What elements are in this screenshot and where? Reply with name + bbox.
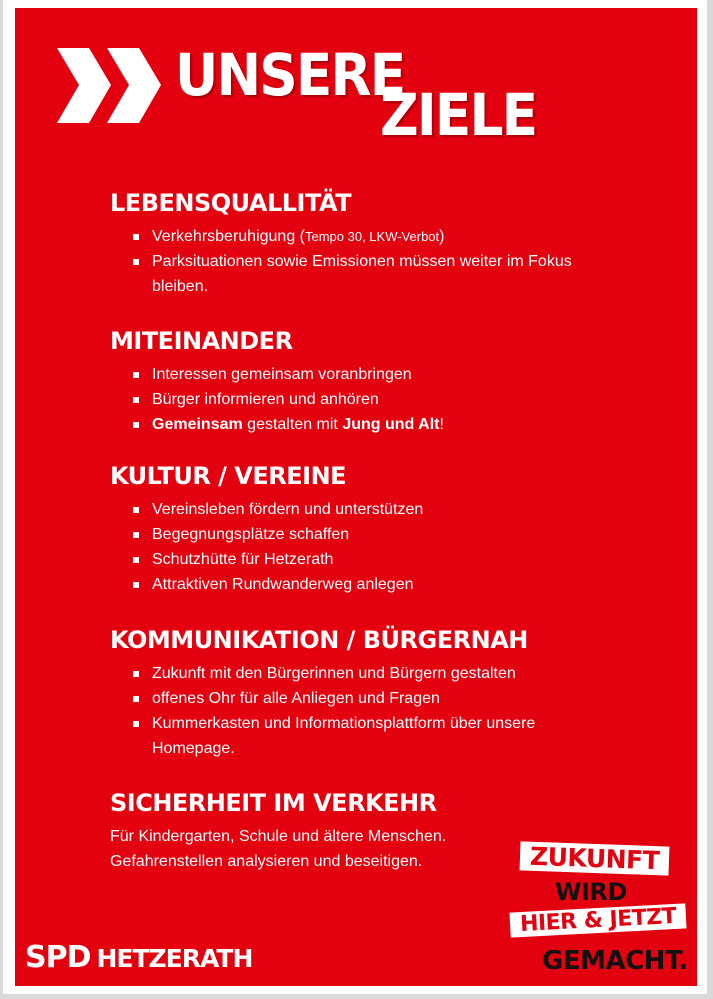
list-item: Attraktiven Rundwanderweg anlegen — [110, 572, 592, 597]
slogan-zukunft: ZUKUNFT — [519, 841, 670, 876]
list-item-text: Jung und Alt — [342, 416, 440, 433]
section-text: Gefahrenstellen analysieren und beseitig… — [110, 853, 423, 870]
list-item: Vereinsleben fördern und unterstützen — [110, 497, 592, 522]
list-item-text: ) — [439, 228, 445, 245]
section: MITEINANDER Interessen gemeinsam voranbri… — [110, 326, 592, 437]
double-chevron-icon — [57, 48, 161, 123]
bullet-list: Verkehrsberuhigung (Tempo 30, LKW-Verbot… — [110, 224, 592, 299]
list-item: Schutzhütte für Hetzerath — [110, 547, 592, 572]
list-item: Begegnungsplätze schaffen — [110, 522, 592, 547]
list-item-text: Verkehrsberuhigung ( — [152, 228, 305, 245]
list-item: Parksituationen sowie Emissionen müssen … — [110, 249, 592, 299]
section: SICHERHEIT IM VERKEHR Für Kindergarten, S… — [110, 788, 446, 874]
logo-spd: SPD — [25, 940, 91, 975]
spd-logo: SPD HETZERATH — [25, 940, 254, 975]
bullet-list: Zukunft mit den Bürgerinnen und Bürgern … — [110, 661, 592, 761]
poster: UNSERE ZIELE LEBENSQUALLITÄT Verkehrsberu… — [15, 8, 697, 986]
section-text: Für Kindergarten, Schule und ältere Mens… — [110, 828, 447, 845]
list-item-text: ! — [439, 416, 444, 433]
list-item-text: Interessen gemeinsam voranbringen — [152, 366, 412, 383]
section-heading: SICHERHEIT IM VERKEHR — [110, 789, 437, 817]
slogan-wird: WIRD — [555, 878, 627, 906]
list-item-text: offenes Ohr für alle Anliegen und Fragen — [152, 690, 440, 707]
list-item: offenes Ohr für alle Anliegen und Fragen — [110, 686, 592, 711]
bullet-list: Vereinsleben fördern und unterstützen Beg… — [110, 497, 592, 597]
section-heading: MITEINANDER — [110, 327, 293, 355]
title-line-2: ZIELE — [380, 81, 538, 149]
list-item: Zukunft mit den Bürgerinnen und Bürgern … — [110, 661, 592, 686]
list-item: Bürger informieren und anhören — [110, 387, 592, 412]
slogan-hier-jetzt: HIER & JETZT — [509, 903, 687, 938]
list-item: Gemeinsam gestalten mit Jung und Alt! — [110, 412, 592, 437]
list-item-text: Bürger informieren und anhören — [152, 391, 379, 408]
list-item-text: gestalten mit — [242, 416, 343, 433]
list-item-text: Zukunft mit den Bürgerinnen und Bürgern … — [152, 665, 516, 682]
list-item-text: Gemeinsam — [152, 416, 243, 433]
list-item: Interessen gemeinsam voranbringen — [110, 362, 592, 387]
list-item-text: Schutzhütte für Hetzerath — [152, 551, 334, 568]
list-item: Kummerkasten und Informationsplattform ü… — [110, 711, 592, 761]
section: KULTUR / VEREINE Vereinsleben fördern und… — [110, 461, 592, 597]
slogan-gemacht: GEMACHT. — [542, 946, 688, 976]
section: LEBENSQUALLITÄT Verkehrsberuhigung (Tempo… — [110, 188, 592, 299]
list-item-text: Parksituationen sowie Emissionen müssen … — [152, 253, 572, 295]
section-heading: KOMMUNIKATION / BÜRGERNAH — [110, 626, 528, 654]
list-item: Verkehrsberuhigung (Tempo 30, LKW-Verbot… — [110, 224, 592, 249]
list-item-text: Vereinsleben fördern und unterstützen — [152, 501, 424, 518]
bullet-list: Interessen gemeinsam voranbringen Bürger … — [110, 362, 592, 437]
section-heading: LEBENSQUALLITÄT — [110, 189, 352, 217]
list-item-text: Attraktiven Rundwanderweg anlegen — [152, 576, 414, 593]
section: KOMMUNIKATION / BÜRGERNAH Zukunft mit den… — [110, 625, 592, 761]
list-item-text: Tempo 30, LKW-Verbot — [304, 229, 440, 244]
list-item-text: Begegnungsplätze schaffen — [152, 526, 350, 543]
list-item-text: Kummerkasten und Informationsplattform ü… — [152, 715, 536, 757]
logo-place: HETZERATH — [96, 944, 254, 973]
section-heading: KULTUR / VEREINE — [110, 462, 347, 490]
title-line-1: UNSERE — [175, 41, 406, 109]
